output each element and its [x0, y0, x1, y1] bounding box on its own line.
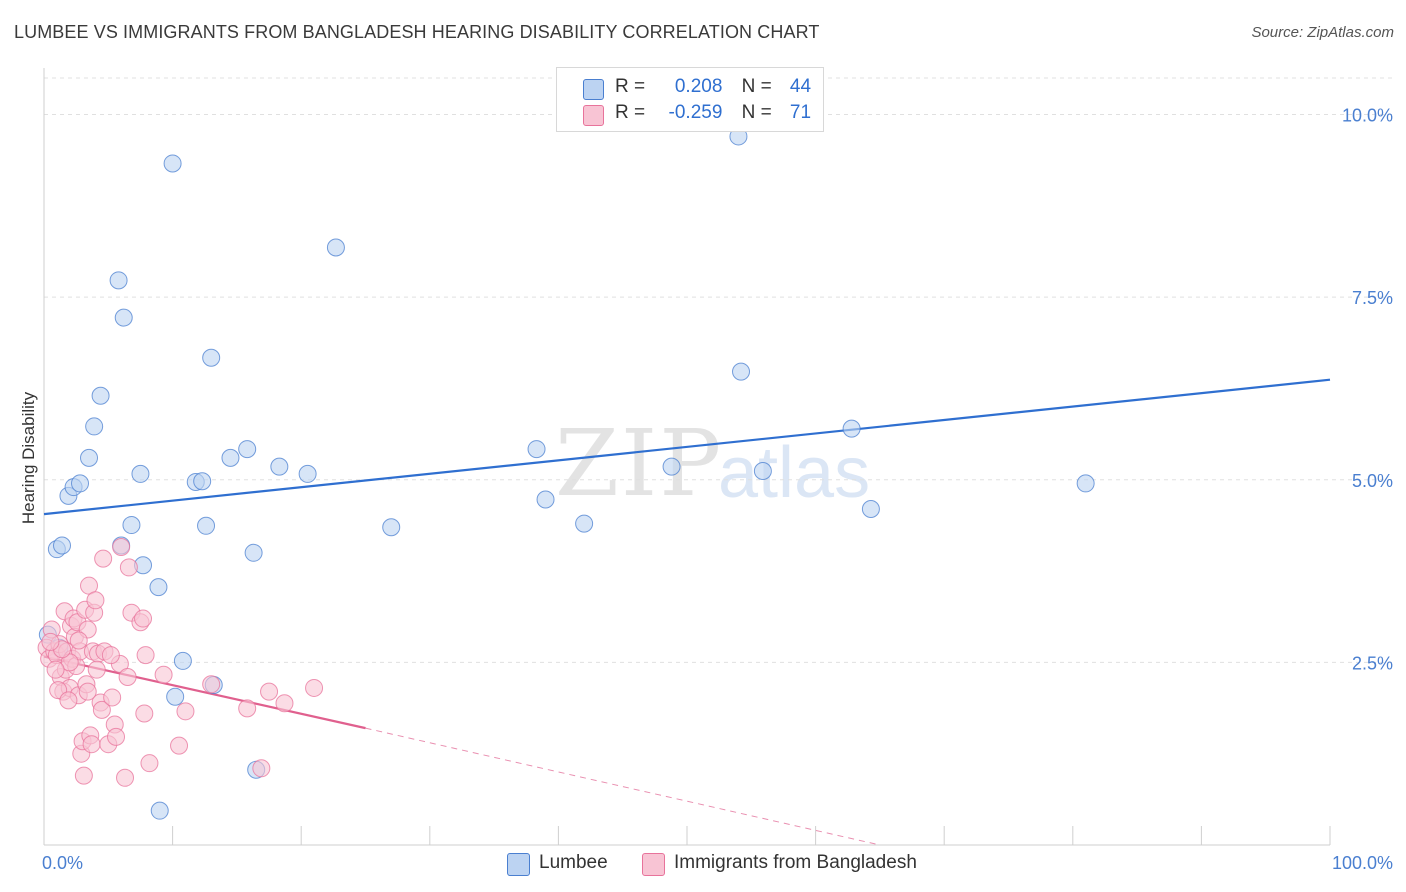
point-bangladesh [135, 704, 154, 723]
point-bangladesh [92, 700, 111, 719]
trend-line-lumbee [43, 378, 1331, 516]
point-bangladesh [46, 660, 65, 679]
watermark-zip: ZIP [555, 410, 724, 517]
point-lumbee [71, 474, 90, 493]
y-tick-label: 7.5% [1352, 288, 1393, 308]
legend-r-value: 0.208 [674, 76, 723, 97]
grid-lines [44, 77, 1392, 663]
point-bangladesh [260, 682, 279, 701]
point-lumbee [536, 490, 555, 509]
point-lumbee [91, 386, 110, 405]
point-lumbee [173, 651, 192, 670]
point-bangladesh [112, 537, 131, 556]
legend-r-label: R = [615, 102, 646, 123]
point-lumbee [238, 440, 257, 459]
point-lumbee [1076, 474, 1095, 493]
point-bangladesh [154, 665, 173, 684]
point-lumbee [732, 362, 751, 381]
point-bangladesh [252, 759, 271, 778]
legend-n-value: 44 [789, 76, 812, 97]
point-lumbee [244, 543, 263, 562]
bottom-legend-label-bangladesh: Immigrants from Bangladesh [674, 852, 917, 873]
y-tick-label: 5.0% [1352, 471, 1393, 491]
point-bangladesh [103, 688, 122, 707]
point-bangladesh [87, 660, 106, 679]
point-bangladesh [202, 675, 221, 694]
point-bangladesh [136, 646, 155, 665]
point-bangladesh [82, 735, 101, 754]
point-lumbee [131, 464, 150, 483]
point-lumbee [861, 499, 880, 518]
point-bangladesh [60, 653, 79, 672]
stats-legend: R = 0.208 N = 44 R = -0.259 N = 71 [556, 67, 824, 132]
data-points [37, 127, 1095, 820]
point-bangladesh [275, 694, 294, 713]
point-lumbee [575, 514, 594, 533]
legend-r-value: -0.259 [668, 102, 723, 123]
point-bangladesh [74, 766, 93, 785]
point-bangladesh [119, 558, 138, 577]
point-bangladesh [69, 631, 88, 650]
point-lumbee [202, 348, 221, 367]
point-lumbee [114, 308, 133, 327]
point-lumbee [197, 516, 216, 535]
point-lumbee [193, 472, 212, 491]
point-lumbee [80, 448, 99, 467]
point-bangladesh [238, 699, 257, 718]
watermark-atlas: atlas [718, 433, 871, 513]
point-bangladesh [134, 609, 153, 628]
point-lumbee [163, 154, 182, 173]
point-lumbee [166, 687, 185, 706]
x-tick-label-max: 100.0% [1332, 853, 1393, 873]
point-bangladesh [59, 691, 78, 710]
point-lumbee [122, 516, 141, 535]
legend-swatch-bangladesh [583, 105, 604, 126]
point-bangladesh [101, 646, 120, 665]
bottom-legend-swatch-bangladesh [642, 853, 665, 876]
point-lumbee [326, 238, 345, 257]
x-tick-label-min: 0.0% [42, 853, 83, 873]
point-lumbee [842, 419, 861, 438]
point-lumbee [53, 536, 72, 555]
y-tick-label: 10.0% [1342, 106, 1393, 126]
point-bangladesh [176, 702, 195, 721]
bottom-legend-label-lumbee: Lumbee [539, 852, 608, 873]
point-bangladesh [41, 632, 60, 651]
point-bangladesh [78, 682, 97, 701]
axis-labels: 2.5% 5.0% 7.5% 10.0% 0.0% 100.0% Hearing Disab… [19, 106, 1393, 873]
legend-swatch-lumbee [583, 79, 604, 100]
point-bangladesh [116, 768, 135, 787]
point-lumbee [221, 448, 240, 467]
point-lumbee [662, 457, 681, 476]
bottom-legend-swatch-lumbee [507, 853, 530, 876]
point-bangladesh [94, 549, 113, 568]
point-lumbee [527, 440, 546, 459]
point-lumbee [85, 417, 104, 436]
point-lumbee [753, 461, 772, 480]
legend-r-label: R = [615, 76, 646, 97]
axes [43, 68, 1331, 846]
legend-n-label: N = [741, 76, 772, 97]
legend-n-label: N = [741, 102, 772, 123]
point-lumbee [149, 578, 168, 597]
y-tick-label: 2.5% [1352, 653, 1393, 673]
chart-title: LUMBEE VS IMMIGRANTS FROM BANGLADESH HEA… [14, 22, 820, 42]
point-bangladesh [305, 678, 324, 697]
point-lumbee [298, 464, 317, 483]
point-bangladesh [86, 591, 105, 610]
point-lumbee [109, 271, 128, 290]
point-bangladesh [170, 736, 189, 755]
point-bangladesh [118, 667, 137, 686]
source-credit: Source: ZipAtlas.com [1251, 24, 1394, 41]
point-lumbee [150, 801, 169, 820]
point-lumbee [382, 518, 401, 537]
trend-lines [43, 378, 1331, 846]
point-lumbee [270, 457, 289, 476]
point-bangladesh [107, 727, 126, 746]
y-axis-label: Hearing Disability [19, 391, 38, 524]
point-bangladesh [140, 754, 159, 773]
trend-line-extension-bangladesh [365, 727, 881, 846]
legend-n-value: 71 [789, 102, 812, 123]
